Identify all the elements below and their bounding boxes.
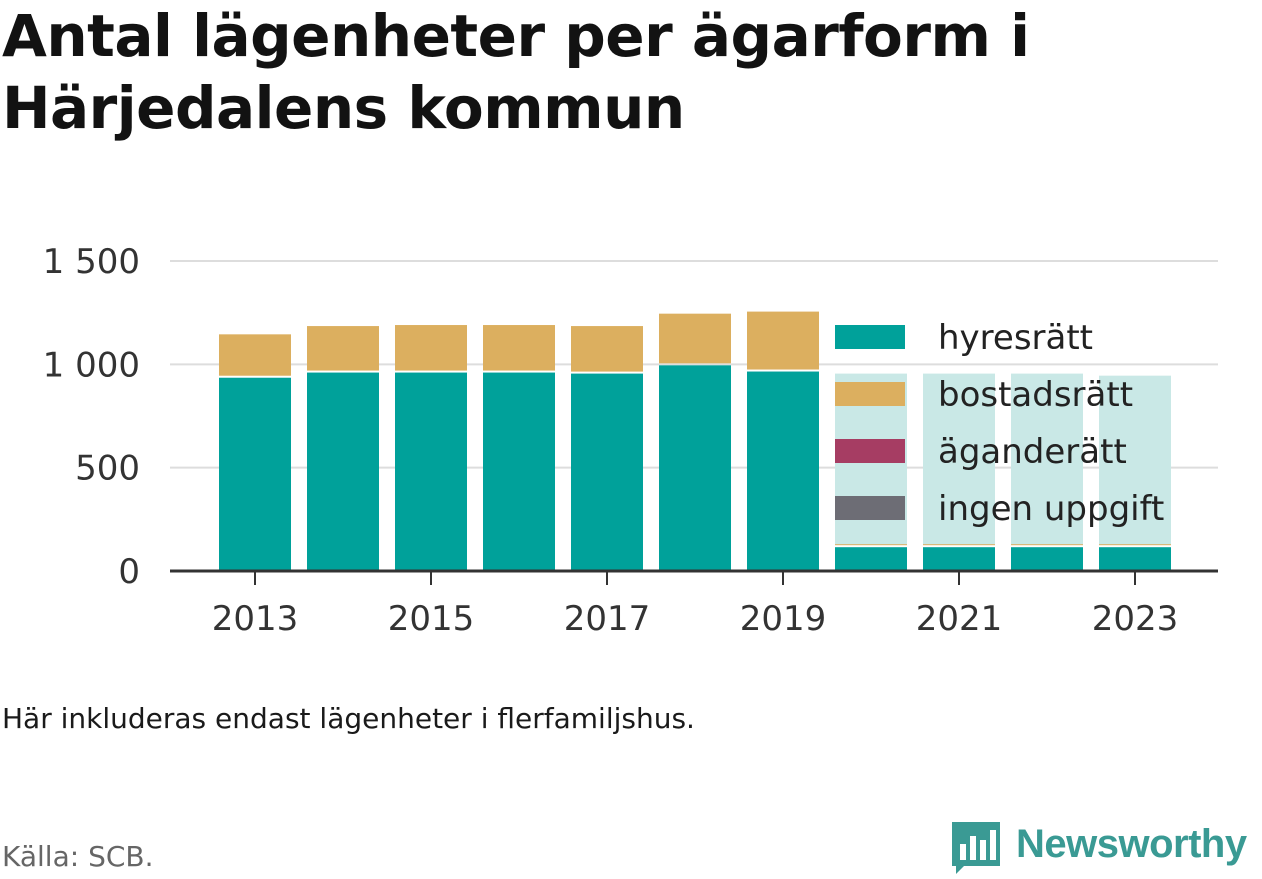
chart-note: Här inkluderas endast lägenheter i flerf… (2, 702, 695, 735)
bar-segment (1099, 547, 1171, 570)
bar-segment (747, 311, 819, 370)
x-tick-label: 2019 (740, 599, 827, 639)
x-tick-label: 2013 (212, 599, 299, 639)
y-tick-label: 1 500 (43, 242, 140, 282)
x-tick-label: 2015 (388, 599, 475, 639)
bar-segment (307, 326, 379, 371)
legend-label: äganderätt (938, 432, 1127, 472)
bar-segment (571, 326, 643, 372)
bar-segment (307, 372, 379, 570)
legend-swatch (835, 382, 905, 406)
bar-segment (659, 313, 731, 364)
x-tick-label: 2023 (1092, 599, 1179, 639)
bar-segment (395, 325, 467, 371)
legend-swatch (835, 325, 905, 349)
bar-segment (923, 547, 995, 570)
legend-swatch (835, 439, 905, 463)
bar-chart: 0 500 1 000 1 500 2013 2015 2017 2019 2021 2023 hy… (43, 242, 1218, 639)
newsworthy-brand[interactable]: Newsworthy (950, 820, 1262, 876)
bar-segment (835, 547, 907, 570)
bar-segment (219, 377, 291, 570)
chart-title: Antal lägenheter per ägarform i Härjedal… (2, 2, 1030, 142)
x-tick-label: 2017 (564, 599, 651, 639)
y-tick-label: 0 (118, 552, 140, 592)
bar-segment-faded (1011, 373, 1083, 545)
legend: hyresrätt bostadsrätt äganderätt ingen uppg… (835, 318, 1164, 529)
legend-label: ingen uppgift (938, 489, 1164, 529)
legend-label: hyresrätt (938, 318, 1093, 358)
bar-segment-faded (1099, 375, 1171, 545)
bar-segment (483, 372, 555, 570)
brand-name: Newsworthy (1016, 822, 1247, 866)
y-tick-label: 500 (75, 449, 140, 489)
legend-swatch (835, 496, 905, 520)
bar-segment (395, 372, 467, 570)
bar-segment-faded (923, 373, 995, 545)
bar-segment (483, 325, 555, 371)
bar-segment (747, 371, 819, 570)
bar-segment (1011, 547, 1083, 570)
legend-label: bostadsrätt (938, 375, 1133, 415)
source-text: Källa: SCB. (2, 840, 154, 873)
bar-segment (571, 373, 643, 570)
bar-chart-speech-bubble-icon (952, 822, 1000, 874)
bar-segment (219, 334, 291, 376)
bar-segment (659, 365, 731, 570)
x-tick-label: 2021 (916, 599, 1003, 639)
y-tick-label: 1 000 (43, 345, 140, 385)
